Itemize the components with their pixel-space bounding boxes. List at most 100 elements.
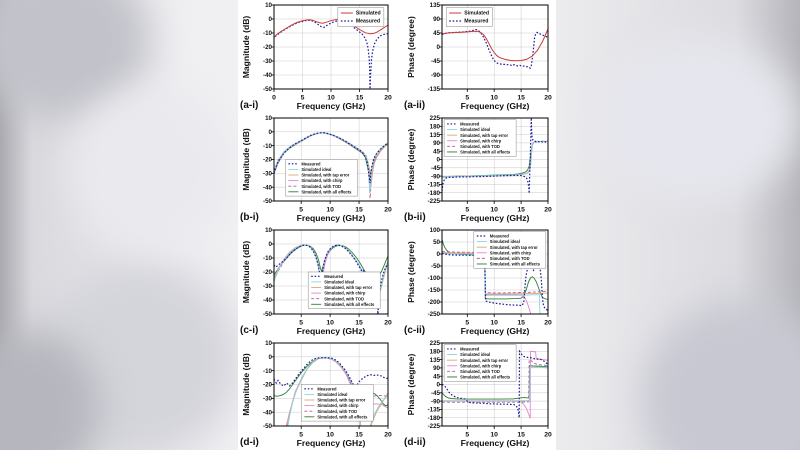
x-tick-label: 5 — [465, 207, 469, 214]
y-tick-label: -90 — [431, 173, 441, 180]
series-simulated — [442, 28, 548, 62]
panel-label: (b-i) — [240, 212, 259, 223]
y-tick-label: 100 — [430, 227, 441, 234]
blurred-background-blob — [640, 300, 800, 450]
y-tick-label: 0 — [269, 129, 273, 136]
y-tick-label: -50 — [263, 423, 273, 430]
y-tick-label: -90 — [431, 398, 441, 405]
legend-label: Simulated ideal — [460, 352, 490, 357]
y-tick-label: -90 — [431, 72, 441, 79]
panel-label: (c-ii) — [404, 325, 425, 336]
series-simulated-ideal — [274, 132, 388, 193]
x-tick-label: 0 — [272, 95, 276, 102]
x-tick-label: 5 — [299, 432, 303, 439]
y-tick-label: -30 — [263, 58, 273, 65]
y-tick-label: 0 — [437, 157, 441, 164]
legend-label: Simulated ideal — [317, 392, 347, 397]
legend-label: Simulated, with chirp — [324, 291, 366, 296]
subplot-b-i: 5 10 15 20 10 0 -10 -20 -30 -40 -50 Frequency (GHz)… — [240, 115, 392, 223]
blurred-background-blob — [70, 90, 230, 250]
y-tick-label: -100 — [428, 275, 441, 282]
y-tick-label: -45 — [431, 58, 441, 65]
legend-label: Simulated, with all effects — [317, 414, 368, 419]
x-tick-label: 15 — [517, 432, 525, 439]
legend-label: Simulated, with TOD — [324, 296, 364, 301]
x-axis-label: Frequency (GHz) — [297, 326, 366, 336]
y-tick-label: -40 — [263, 184, 273, 191]
legend-label: Simulated ideal — [301, 167, 331, 172]
legend-label: Simulated ideal — [460, 127, 490, 132]
y-tick-label: 45 — [433, 148, 440, 155]
legend-label: Simulated, with tap error — [490, 245, 538, 250]
y-tick-label: -50 — [431, 263, 441, 270]
y-tick-label: -20 — [263, 44, 273, 51]
panel-label: (c-i) — [240, 325, 258, 336]
y-tick-label: 90 — [433, 16, 440, 23]
legend: Simulated Measured — [337, 7, 385, 27]
series-simulated-ideal — [442, 140, 548, 178]
legend-label: Simulated, with TOD — [301, 184, 341, 189]
x-tick-label: 15 — [517, 207, 525, 214]
x-tick-label: 5 — [299, 320, 303, 327]
legend-label: Simulated ideal — [324, 280, 354, 285]
y-tick-label: 135 — [430, 2, 441, 9]
y-tick-label: -50 — [263, 198, 273, 205]
x-tick-label: 10 — [327, 95, 335, 102]
x-tick-label: 5 — [465, 432, 469, 439]
y-tick-label: -10 — [263, 30, 273, 37]
series-simulated-with-all-effects — [442, 364, 548, 400]
x-tick-label: 5 — [299, 207, 303, 214]
subplot-d-i: 5 10 15 20 10 0 -10 -20 -30 -40 -50 Frequency (GHz)… — [240, 340, 392, 448]
x-tick-label: 20 — [544, 320, 552, 327]
legend-label: Simulated, with TOD — [490, 256, 530, 261]
x-tick-label: 20 — [544, 432, 552, 439]
y-tick-label: 50 — [433, 239, 440, 246]
series-simulated — [274, 19, 388, 38]
panel-label: (a-ii) — [404, 100, 425, 111]
y-tick-label: -150 — [428, 287, 441, 294]
series-simulated-with-tap-error — [442, 252, 548, 295]
y-tick-label: 0 — [437, 382, 441, 389]
y-tick-label: -10 — [263, 255, 273, 262]
legend-label: Measured — [317, 386, 337, 391]
series-simulated-with-chirp — [442, 252, 532, 314]
panel-label: (d-i) — [240, 437, 259, 448]
y-tick-label: 180 — [430, 124, 441, 131]
x-tick-label: 5 — [465, 95, 469, 102]
y-axis-label: Magnitude (dB) — [241, 241, 251, 304]
legend-label: Simulated — [356, 11, 381, 17]
x-axis-label: Frequency (GHz) — [461, 213, 530, 223]
y-tick-label: -225 — [428, 423, 441, 430]
legend-label: Measured — [324, 274, 344, 279]
series-simulated-with-tod — [442, 358, 548, 403]
legend-label: Measured — [460, 122, 480, 127]
x-tick-label: 15 — [517, 95, 525, 102]
plot-frame — [441, 229, 549, 315]
legend-label: Simulated, with tap error — [317, 398, 365, 403]
legend-label: Simulated, with all effects — [460, 375, 511, 380]
y-axis-label: Magnitude (dB) — [241, 16, 251, 79]
legend-label: Simulated — [464, 11, 489, 17]
x-axis-label: Frequency (GHz) — [297, 101, 366, 111]
subplot-c-i: 5 10 15 20 10 0 -10 -20 -30 -40 -50 Frequency (GHz)… — [240, 227, 392, 336]
x-tick-label: 5 — [301, 95, 305, 102]
legend-label: Measured — [490, 234, 510, 239]
legend-label: Measured — [301, 161, 321, 166]
y-tick-label: 0 — [269, 16, 273, 23]
legend-label: Simulated, with all effects — [301, 189, 352, 194]
y-tick-label: -45 — [431, 165, 441, 172]
y-tick-label: 0 — [269, 354, 273, 361]
y-tick-label: -135 — [428, 407, 441, 414]
legend-label: Simulated, with all effects — [460, 150, 511, 155]
legend-label: Simulated ideal — [490, 239, 520, 244]
y-axis-label: Magnitude (dB) — [241, 353, 251, 416]
x-axis-label: Frequency (GHz) — [461, 326, 530, 336]
series-measured — [274, 357, 388, 388]
y-tick-label: -50 — [263, 311, 273, 318]
x-tick-label: 10 — [490, 207, 498, 214]
